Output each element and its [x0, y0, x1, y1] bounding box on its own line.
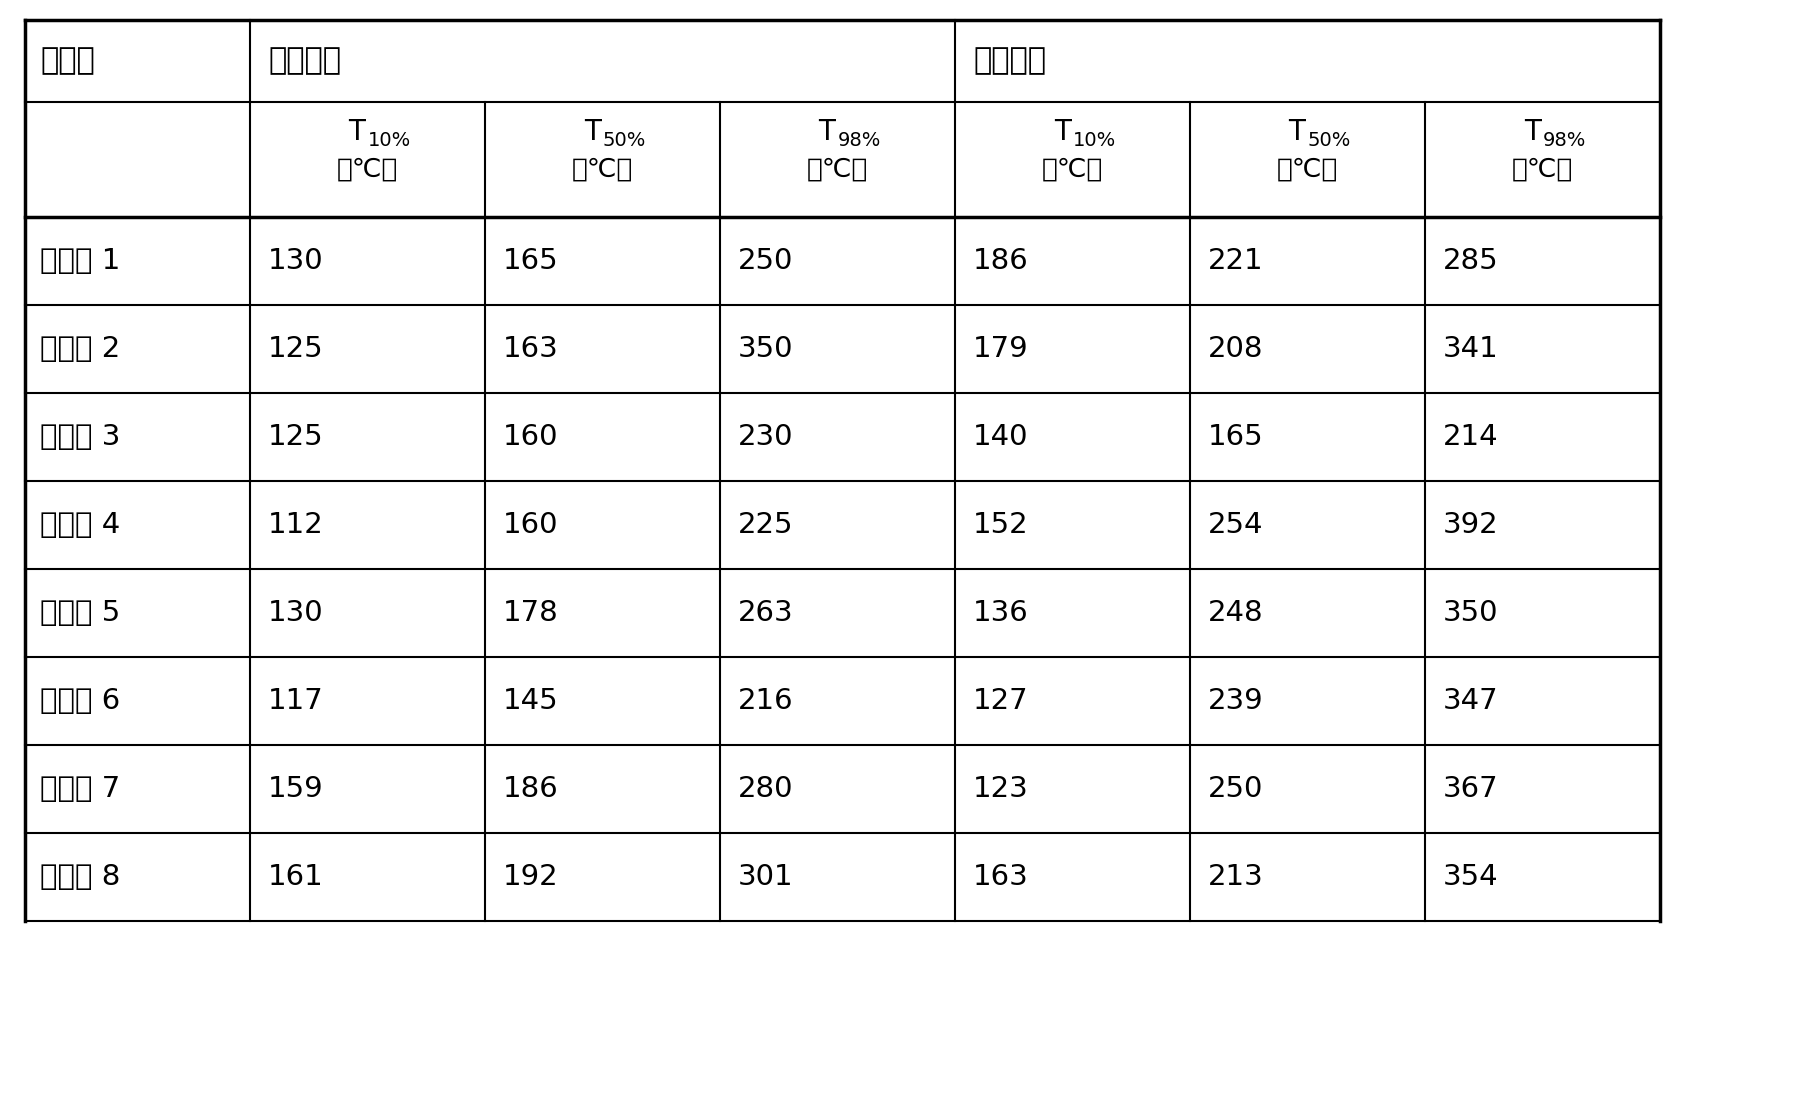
Text: 165: 165	[503, 247, 558, 275]
Text: 179: 179	[973, 335, 1029, 363]
Text: 163: 163	[503, 335, 558, 363]
Text: 127: 127	[973, 687, 1029, 715]
Text: 50%: 50%	[603, 131, 646, 150]
Text: 214: 214	[1443, 423, 1499, 451]
Text: 367: 367	[1443, 775, 1499, 803]
Text: 152: 152	[973, 511, 1029, 539]
Text: T: T	[819, 118, 835, 145]
Text: 140: 140	[973, 423, 1029, 451]
Text: 208: 208	[1208, 335, 1264, 363]
Text: 160: 160	[503, 423, 558, 451]
Text: 实施例 7: 实施例 7	[39, 775, 120, 803]
Text: 186: 186	[973, 247, 1029, 275]
Text: （℃）: （℃）	[806, 156, 869, 183]
Text: 285: 285	[1443, 247, 1499, 275]
Text: 实施例 2: 实施例 2	[39, 335, 120, 363]
Text: 实施例 4: 实施例 4	[39, 511, 120, 539]
Text: 280: 280	[738, 775, 793, 803]
Text: T: T	[1289, 118, 1305, 145]
Text: 10%: 10%	[368, 131, 411, 150]
Text: 98%: 98%	[1542, 131, 1585, 150]
Text: 186: 186	[503, 775, 558, 803]
Text: 98%: 98%	[838, 131, 881, 150]
Text: （℃）: （℃）	[337, 156, 398, 183]
Text: 230: 230	[738, 423, 793, 451]
Text: 159: 159	[267, 775, 323, 803]
Text: 161: 161	[267, 863, 323, 891]
Text: 248: 248	[1208, 599, 1264, 626]
Text: 125: 125	[267, 335, 323, 363]
Text: 50%: 50%	[1307, 131, 1352, 150]
Text: 10%: 10%	[1072, 131, 1116, 150]
Text: （℃）: （℃）	[1041, 156, 1104, 183]
Text: 136: 136	[973, 599, 1029, 626]
Text: 实施例 3: 实施例 3	[39, 423, 120, 451]
Text: 165: 165	[1208, 423, 1264, 451]
Text: 225: 225	[738, 511, 793, 539]
Text: 216: 216	[738, 687, 793, 715]
Text: 实施例 1: 实施例 1	[39, 247, 120, 275]
Text: 221: 221	[1208, 247, 1264, 275]
Text: 213: 213	[1208, 863, 1264, 891]
Text: 112: 112	[267, 511, 323, 539]
Text: 250: 250	[1208, 775, 1264, 803]
Text: 130: 130	[267, 247, 323, 275]
Text: 163: 163	[973, 863, 1029, 891]
Text: 350: 350	[1443, 599, 1499, 626]
Text: 125: 125	[267, 423, 323, 451]
Text: 341: 341	[1443, 335, 1499, 363]
Text: 354: 354	[1443, 863, 1499, 891]
Text: 350: 350	[738, 335, 793, 363]
Text: 347: 347	[1443, 687, 1499, 715]
Text: （℃）: （℃）	[1276, 156, 1339, 183]
Text: 239: 239	[1208, 687, 1264, 715]
Text: 123: 123	[973, 775, 1029, 803]
Text: （℃）: （℃）	[573, 156, 634, 183]
Text: T: T	[1054, 118, 1070, 145]
Text: 254: 254	[1208, 511, 1264, 539]
Text: 263: 263	[738, 599, 793, 626]
Text: 干燥空气: 干燥空气	[267, 46, 341, 76]
Text: 潮湿空气: 潮湿空气	[973, 46, 1046, 76]
Text: 160: 160	[503, 511, 558, 539]
Text: 250: 250	[738, 247, 793, 275]
Text: 实施例 8: 实施例 8	[39, 863, 120, 891]
Text: T: T	[1524, 118, 1540, 145]
Text: 392: 392	[1443, 511, 1499, 539]
Text: 117: 117	[267, 687, 323, 715]
Text: 145: 145	[503, 687, 558, 715]
Text: （℃）: （℃）	[1511, 156, 1572, 183]
Text: 130: 130	[267, 599, 323, 626]
Text: 192: 192	[503, 863, 558, 891]
Text: 301: 301	[738, 863, 793, 891]
Text: 178: 178	[503, 599, 558, 626]
Text: 实施例 6: 实施例 6	[39, 687, 120, 715]
Text: T: T	[583, 118, 601, 145]
Text: T: T	[348, 118, 366, 145]
Text: 催化剂: 催化剂	[39, 46, 95, 76]
Text: 实施例 5: 实施例 5	[39, 599, 120, 626]
